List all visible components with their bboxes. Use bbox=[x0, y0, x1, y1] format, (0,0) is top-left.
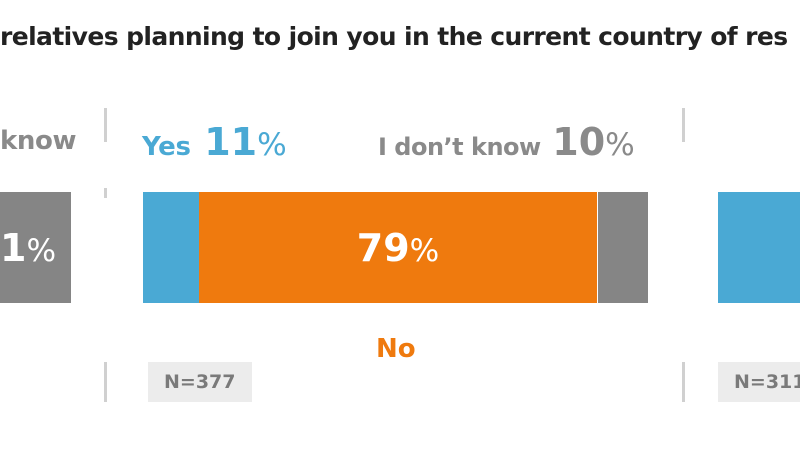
divider-left bbox=[104, 108, 107, 142]
left-dont-know-value: 1% bbox=[0, 226, 57, 270]
yes-label: Yes bbox=[142, 132, 191, 162]
yes-label-group: Yes 11% bbox=[142, 120, 287, 164]
divider-right-bottom bbox=[682, 362, 685, 402]
no-value: 79% bbox=[356, 226, 440, 270]
divider-left-bottom bbox=[104, 362, 107, 402]
no-label: No bbox=[376, 334, 416, 364]
dont-know-value: 10% bbox=[552, 120, 635, 164]
left-dont-know-label: know bbox=[0, 126, 77, 156]
divider-left-lower bbox=[104, 188, 107, 198]
sample-size-middle: N=377 bbox=[148, 362, 252, 402]
stacked-bar: 79% bbox=[143, 192, 648, 303]
bar-segment-no bbox=[198, 192, 598, 303]
dont-know-label-group: I don’t know 10% bbox=[378, 120, 635, 164]
divider-right bbox=[682, 108, 685, 142]
chart-title: relatives planning to join you in the cu… bbox=[0, 22, 788, 51]
bar-segment-yes bbox=[143, 192, 199, 303]
left-dont-know-segment bbox=[0, 192, 71, 303]
bar-segment-dont-know bbox=[597, 192, 648, 303]
yes-value: 11% bbox=[204, 120, 287, 164]
right-yes-segment bbox=[718, 192, 800, 303]
sample-size-right: N=311 bbox=[718, 362, 800, 402]
dont-know-label: I don’t know bbox=[378, 133, 541, 161]
